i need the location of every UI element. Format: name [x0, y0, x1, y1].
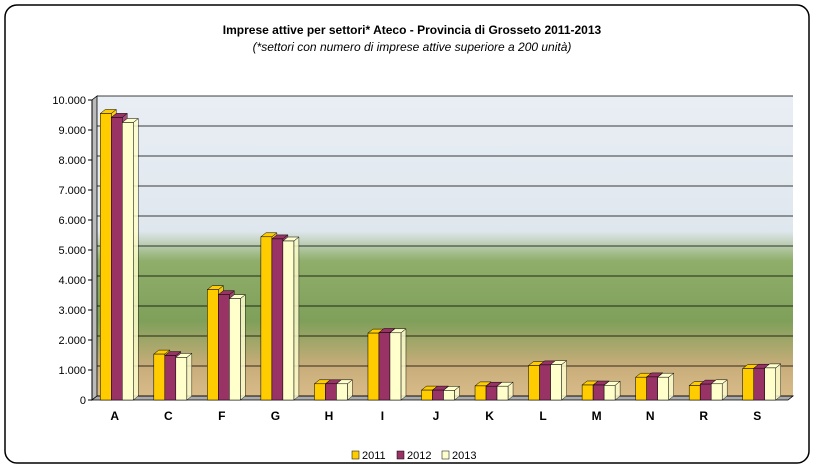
bar — [539, 364, 551, 401]
bar — [592, 384, 605, 401]
bar — [474, 385, 487, 401]
legend-swatch — [441, 450, 450, 460]
bar — [175, 357, 188, 401]
bar — [229, 298, 241, 401]
bar — [282, 240, 295, 401]
bar — [657, 376, 669, 401]
bar — [699, 383, 712, 401]
x-tick-label: G — [271, 409, 280, 423]
bar — [764, 367, 776, 401]
x-tick-label: C — [164, 409, 173, 423]
bar — [260, 236, 273, 401]
bar — [550, 364, 562, 401]
y-tick-label: 3.000 — [58, 305, 86, 317]
bar — [111, 117, 123, 401]
bar — [496, 385, 509, 401]
y-tick-label: 8.000 — [58, 155, 86, 167]
legend-label: 2011 — [362, 450, 386, 462]
bar — [367, 332, 380, 401]
y-tick-label: 2.000 — [58, 335, 86, 347]
bar — [635, 376, 647, 401]
bar — [603, 385, 616, 401]
bar — [646, 376, 658, 401]
bar — [421, 389, 433, 401]
chart-subtitle: (*settori con numero di imprese attive s… — [253, 40, 572, 54]
bar — [688, 385, 701, 401]
bar — [218, 294, 230, 401]
legend-swatch — [351, 450, 360, 460]
bar — [710, 383, 723, 401]
x-tick-label: A — [110, 409, 119, 423]
legend-label: 2013 — [452, 450, 476, 462]
bar — [164, 355, 177, 401]
bar — [389, 332, 402, 401]
x-tick-label: R — [699, 409, 708, 423]
legend-swatch — [396, 450, 405, 460]
x-tick-label: H — [325, 409, 334, 423]
bar — [336, 383, 348, 401]
bar-side — [293, 236, 300, 401]
bar — [207, 289, 219, 401]
x-tick-label: S — [753, 409, 761, 423]
bar — [753, 367, 765, 401]
bar — [325, 383, 337, 401]
bar-side — [133, 117, 139, 401]
bar — [581, 384, 594, 401]
bar — [271, 238, 284, 401]
x-tick-label: N — [646, 409, 655, 423]
side-wall — [91, 95, 98, 401]
y-tick-label: 1.000 — [58, 365, 86, 377]
legend-label: 2012 — [407, 450, 431, 462]
x-tick-label: M — [592, 409, 602, 423]
bar-side — [400, 328, 407, 401]
bar-side — [186, 352, 193, 401]
bar — [100, 113, 112, 401]
y-tick-label: 6.000 — [58, 215, 86, 227]
bar — [153, 353, 166, 401]
y-tick-label: 5.000 — [58, 245, 86, 257]
y-tick-label: 0 — [80, 395, 86, 407]
bar — [432, 389, 444, 401]
y-tick-label: 10.000 — [52, 95, 86, 107]
chart-title: Imprese attive per settori* Ateco - Prov… — [223, 23, 602, 37]
bar — [314, 383, 326, 401]
x-tick-label: L — [539, 409, 546, 423]
bar-side — [775, 363, 781, 401]
x-tick-label: I — [381, 409, 384, 423]
bar — [528, 365, 540, 401]
bar — [378, 332, 391, 401]
bar — [485, 385, 498, 401]
bar-side — [561, 360, 567, 401]
y-tick-label: 7.000 — [58, 185, 86, 197]
bar-side — [240, 294, 246, 401]
bar — [122, 122, 134, 401]
bar — [443, 390, 455, 401]
x-tick-label: J — [433, 409, 440, 423]
y-tick-label: 9.000 — [58, 125, 86, 137]
x-tick-label: K — [485, 409, 494, 423]
x-tick-label: F — [218, 409, 225, 423]
bar-side — [668, 372, 674, 401]
y-tick-label: 4.000 — [58, 275, 86, 287]
bar — [742, 368, 754, 401]
legend: 2011 2012 2013 — [351, 450, 476, 462]
